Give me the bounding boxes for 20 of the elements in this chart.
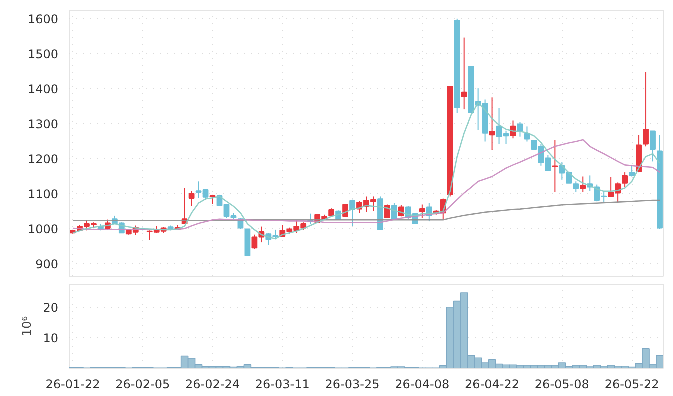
x-tick-label: 26-01-22 xyxy=(46,378,100,392)
x-tick-label: 26-04-08 xyxy=(395,378,450,392)
y-axis-title: 10⁶ xyxy=(20,316,34,337)
y-tick-label: 900 xyxy=(36,257,58,272)
x-tick-label: 26-03-25 xyxy=(325,378,380,392)
y-tick-label: 1300 xyxy=(28,117,59,132)
y-tick-label: 20 xyxy=(43,300,59,315)
x-tick-label: 26-05-22 xyxy=(604,378,660,392)
x-tick-label: 26-05-08 xyxy=(534,378,590,392)
x-tick-label: 26-03-11 xyxy=(255,378,310,392)
x-tick-label: 26-04-22 xyxy=(465,378,520,392)
y-tick-label: 1400 xyxy=(28,82,59,96)
y-tick-label: 1500 xyxy=(28,47,59,62)
x-tick-label: 26-02-05 xyxy=(116,378,170,392)
y-tick-label: 1000 xyxy=(28,222,59,236)
x-tick-label: 26-02-24 xyxy=(186,378,240,392)
y-tick-label: 1200 xyxy=(28,152,59,166)
y-tick-label: 1100 xyxy=(28,187,59,202)
y-tick-label: 1600 xyxy=(28,12,59,26)
y-tick-label: 10 xyxy=(43,331,59,346)
